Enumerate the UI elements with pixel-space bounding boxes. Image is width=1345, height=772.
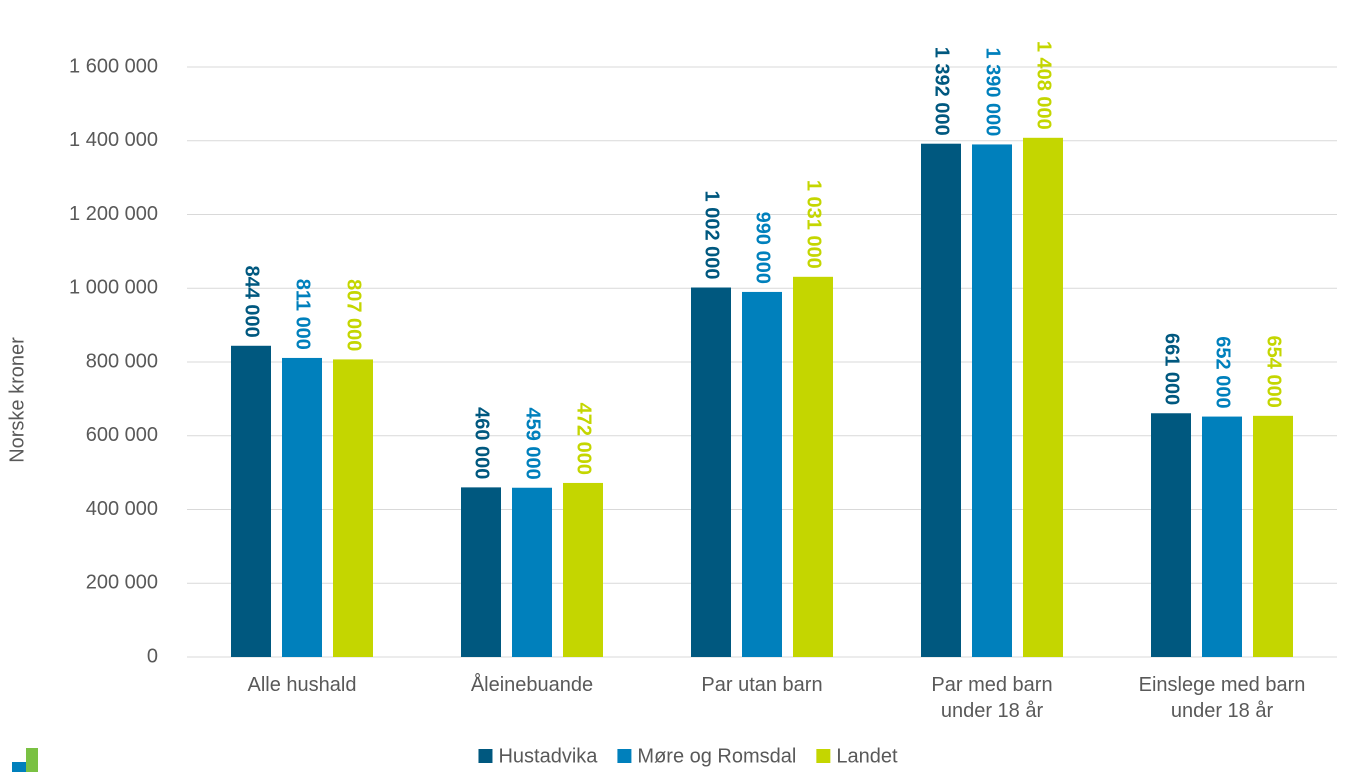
- bar: [563, 482, 603, 657]
- bar: [793, 276, 833, 657]
- data-label: 1 031 000: [803, 180, 825, 269]
- legend-label: Hustadvika: [498, 745, 598, 767]
- legend-label: Møre og Romsdal: [637, 745, 796, 767]
- bar: [1202, 416, 1242, 657]
- logo: [12, 762, 26, 772]
- data-label: 460 000: [471, 407, 493, 479]
- y-tick-label: 0: [147, 645, 158, 667]
- y-tick-label: 400 000: [86, 498, 158, 520]
- x-tick-label: Par utan barn: [701, 674, 823, 696]
- data-label: 654 000: [1263, 336, 1285, 408]
- legend-label: Landet: [836, 745, 898, 767]
- data-label: 459 000: [522, 407, 544, 479]
- y-axis-title: Norske kroner: [6, 337, 28, 463]
- legend-swatch: [816, 749, 831, 763]
- bar: [972, 144, 1012, 657]
- bar: [282, 357, 322, 657]
- data-label: 1 390 000: [982, 47, 1004, 136]
- data-label: 472 000: [573, 403, 595, 475]
- y-tick-label: 1 200 000: [69, 203, 158, 225]
- bar: [333, 359, 373, 657]
- data-label: 661 000: [1161, 333, 1183, 405]
- y-tick-label: 1 000 000: [69, 277, 158, 299]
- data-label: 1 002 000: [701, 191, 723, 280]
- data-label: 652 000: [1212, 336, 1234, 408]
- data-label: 807 000: [343, 279, 365, 351]
- y-tick-label: 1 600 000: [69, 55, 158, 77]
- logo: [26, 748, 38, 772]
- bar: [1253, 415, 1293, 657]
- x-tick-label: Alle hushald: [247, 674, 357, 696]
- bar: [921, 143, 961, 657]
- legend-swatch: [478, 749, 493, 763]
- y-tick-label: 600 000: [86, 424, 158, 446]
- bar: [461, 487, 501, 657]
- bar: [1023, 137, 1063, 658]
- x-tick-label: Einslege med barn under 18 år: [1138, 674, 1306, 722]
- x-tick-label: Åleinebuande: [470, 674, 594, 696]
- bar: [691, 287, 731, 657]
- bar: [231, 345, 271, 657]
- y-tick-label: 1 400 000: [69, 129, 158, 151]
- data-label: 844 000: [241, 265, 263, 337]
- legend-swatch: [617, 749, 632, 763]
- data-label: 1 392 000: [931, 47, 953, 136]
- data-label: 811 000: [292, 279, 314, 350]
- data-label: 990 000: [752, 212, 774, 284]
- x-tick-label: Par med barn under 18 år: [931, 674, 1053, 722]
- data-label: 1 408 000: [1033, 41, 1055, 130]
- y-tick-label: 200 000: [86, 572, 158, 594]
- bar: [742, 291, 782, 657]
- bar: [512, 487, 552, 657]
- bar: [1151, 413, 1191, 657]
- y-tick-label: 800 000: [86, 350, 158, 372]
